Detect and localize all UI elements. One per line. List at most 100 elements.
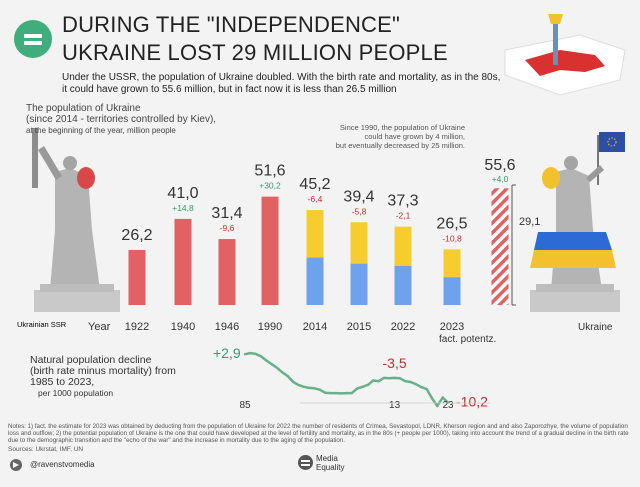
value-label-2023: 26,5 — [436, 215, 467, 232]
motherland-statue-right — [530, 132, 625, 312]
since1990-note-line3: but eventually decreased by 25 million. — [335, 141, 465, 150]
media-equality-logo — [14, 20, 52, 58]
media-equality-footer-icon — [298, 455, 313, 470]
category-label-1940: 1940 — [171, 321, 195, 333]
page-title-line1: DURING THE "INDEPENDENCE" — [62, 12, 401, 37]
decline-point-2017 — [414, 383, 418, 386]
decline-point-2013 — [393, 376, 396, 380]
population-note-line1: The population of Ukraine — [26, 103, 141, 114]
sources: Sources: Ukrstat, IMF, UN — [8, 446, 84, 453]
change-label-2023: -10,8 — [442, 233, 462, 243]
decline-point-1995 — [297, 383, 300, 387]
category-label-2015: 2015 — [347, 321, 371, 333]
decline-point-1988 — [259, 355, 263, 358]
decline-point-2002 — [334, 391, 337, 395]
value-label-1990: 51,6 — [254, 163, 285, 180]
decline-point-2019 — [425, 387, 428, 391]
bar-potential-2023 — [491, 188, 509, 305]
page-title-line2: UKRAINE LOST 29 MILLION PEOPLE — [62, 40, 448, 65]
change-label-1940: +14,8 — [172, 203, 194, 213]
decline-note-line2: (birth rate minus mortality) from — [30, 365, 176, 377]
bars-layer: 26,2 1922 41,0+14,8 1940 31,4-9,6 1946 51,6+30… — [121, 157, 515, 333]
value-label-2022: 37,3 — [387, 193, 418, 210]
decline-point-2003 — [340, 392, 343, 395]
decline-point-1999 — [318, 388, 321, 391]
decline-point-2000 — [323, 391, 327, 394]
year-label: Year — [88, 321, 111, 333]
bar-bottom-2015 — [350, 263, 368, 305]
bar-top-2015 — [350, 222, 368, 264]
since1990-note-line2: could have grown by 4 million, — [364, 132, 465, 141]
change-label-2014: -6,4 — [308, 194, 323, 204]
since1990-note: Since 1990, the population of Ukraine co… — [325, 123, 465, 150]
decline-point-1989 — [265, 359, 268, 362]
right-statue-label: Ukraine — [578, 322, 613, 333]
decline-point-2016 — [409, 380, 412, 384]
decline-line-layer: +2,9 -3,5 -10,2 85 13 23 — [213, 345, 488, 411]
media-equality-footer-text: Media Equality — [316, 454, 344, 472]
category-label-2014: 2014 — [303, 321, 327, 333]
decline-note-line1: Natural population decline — [30, 354, 152, 366]
population-note: The population of Ukraine (since 2014 - … — [26, 103, 216, 136]
channel-handle[interactable]: @ravenstvomedia — [30, 460, 95, 469]
population-note-line3: at the beginning of the year, million pe… — [26, 126, 176, 135]
category-label-2022: 2022 — [391, 321, 415, 333]
decline-note-line4: per 1000 population — [38, 388, 114, 398]
decline-value-label-2013: -3,5 — [383, 355, 407, 371]
decline-point-2004 — [345, 391, 348, 395]
bar-bottom-2023 — [443, 277, 461, 305]
bar-top-2014 — [306, 210, 324, 258]
value-label-1946: 31,4 — [211, 205, 242, 222]
footnotes: Notes: 1) fact. the estimate for 2023 wa… — [8, 423, 629, 444]
category-label-2023: 2023 — [440, 321, 464, 333]
change-label-2022: -2,1 — [396, 211, 411, 221]
decline-point-2006 — [356, 387, 359, 390]
decline-note-line3: 1985 to 2023, — [30, 376, 95, 388]
bar-1922 — [128, 249, 146, 305]
decline-point-1994 — [291, 380, 295, 384]
decline-point-2007 — [361, 385, 364, 388]
decline-point-2012 — [388, 377, 391, 380]
value-label-1922: 26,2 — [121, 227, 152, 244]
ukraine-map-illustration — [504, 14, 626, 96]
value-label-potential: 55,6 — [484, 157, 515, 174]
telegram-icon[interactable] — [10, 459, 22, 471]
decline-point-2008 — [366, 383, 370, 387]
decline-point-2010 — [377, 380, 380, 383]
decline-point-1991 — [275, 366, 279, 370]
decline-point-2001 — [329, 391, 332, 395]
population-note-line2: (since 2014 - territories controlled by … — [26, 114, 217, 125]
decline-point-2015 — [404, 380, 407, 383]
change-label-potential: +4,0 — [492, 174, 509, 184]
bar-bottom-2014 — [306, 257, 324, 305]
decline-point-2014 — [398, 377, 402, 380]
change-label-1990: +30,2 — [259, 181, 281, 191]
decline-point-1987 — [254, 352, 257, 356]
decline-point-1990 — [270, 363, 273, 366]
decline-tick-2023: 23 — [442, 400, 454, 411]
category-label-1946: 1946 — [215, 321, 239, 333]
decline-point-1996 — [302, 385, 305, 388]
decline-line — [244, 351, 449, 408]
decline-tick-2013: 13 — [389, 400, 401, 411]
bar-1990 — [261, 196, 279, 305]
decline-point-2020 — [430, 397, 434, 400]
value-label-2015: 39,4 — [343, 188, 374, 205]
media-equality-line2: Equality — [316, 463, 345, 472]
decline-point-2018 — [420, 385, 423, 389]
bar-bottom-2022 — [394, 265, 412, 305]
bar-top-2023 — [443, 249, 461, 278]
bar-top-2022 — [394, 226, 412, 266]
bar-1940 — [174, 218, 192, 305]
decline-point-2005 — [350, 391, 353, 395]
fact-potentz-label: fact. potentz. — [439, 334, 496, 345]
left-statue-label: Ukrainian SSR — [17, 320, 67, 329]
bar-1946 — [218, 239, 236, 305]
decline-point-2022 — [441, 396, 444, 399]
decline-value-label-1985: +2,9 — [213, 345, 241, 361]
value-label-1940: 41,0 — [167, 185, 198, 202]
decline-note: Natural population decline (birth rate m… — [30, 355, 176, 399]
decline-point-1998 — [313, 387, 316, 390]
decline-point-2011 — [382, 376, 386, 380]
